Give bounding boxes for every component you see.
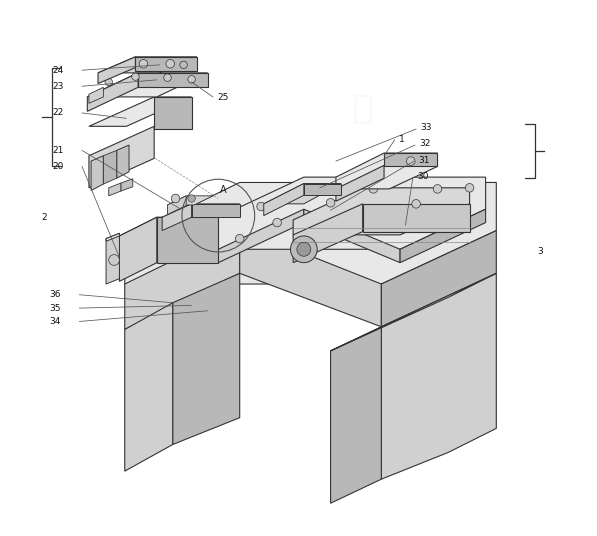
Polygon shape — [125, 182, 496, 284]
Circle shape — [465, 183, 474, 192]
Polygon shape — [304, 209, 400, 263]
Text: 1: 1 — [399, 135, 405, 144]
Polygon shape — [91, 156, 103, 190]
Polygon shape — [162, 204, 239, 217]
Polygon shape — [87, 73, 138, 111]
Circle shape — [188, 76, 195, 83]
Polygon shape — [219, 177, 485, 249]
Polygon shape — [106, 233, 119, 241]
Polygon shape — [293, 188, 470, 235]
Circle shape — [132, 73, 139, 80]
Polygon shape — [103, 151, 117, 184]
Polygon shape — [381, 230, 496, 327]
Circle shape — [369, 184, 378, 193]
Circle shape — [109, 255, 119, 265]
Polygon shape — [154, 97, 192, 129]
Polygon shape — [168, 196, 186, 214]
Polygon shape — [109, 183, 121, 196]
Circle shape — [171, 194, 180, 203]
Polygon shape — [87, 73, 208, 97]
Polygon shape — [98, 57, 136, 84]
Polygon shape — [384, 153, 438, 166]
Circle shape — [433, 184, 442, 193]
Text: 35: 35 — [49, 303, 61, 312]
Polygon shape — [162, 204, 192, 230]
Polygon shape — [168, 196, 213, 205]
Text: 33: 33 — [420, 123, 432, 132]
Circle shape — [297, 242, 311, 256]
Circle shape — [164, 74, 171, 81]
Circle shape — [188, 195, 195, 202]
Polygon shape — [362, 204, 470, 232]
Circle shape — [166, 59, 174, 68]
Text: 32: 32 — [419, 139, 430, 148]
Circle shape — [407, 157, 415, 165]
Polygon shape — [98, 57, 197, 73]
Circle shape — [257, 202, 265, 211]
Polygon shape — [331, 327, 381, 503]
Circle shape — [273, 218, 281, 227]
Text: 3: 3 — [537, 248, 543, 256]
Text: 2: 2 — [42, 213, 47, 222]
Text: 20: 20 — [52, 162, 63, 171]
Circle shape — [412, 199, 420, 208]
Circle shape — [327, 198, 335, 207]
Polygon shape — [121, 178, 133, 191]
Polygon shape — [89, 97, 192, 126]
Polygon shape — [138, 73, 208, 87]
Text: 36: 36 — [49, 290, 61, 299]
Text: 24: 24 — [52, 66, 63, 75]
Polygon shape — [136, 57, 197, 71]
Polygon shape — [336, 153, 438, 189]
Text: 25: 25 — [217, 93, 229, 102]
Circle shape — [291, 236, 317, 263]
Polygon shape — [293, 204, 362, 263]
Polygon shape — [381, 273, 496, 479]
Polygon shape — [89, 87, 103, 103]
Text: A: A — [220, 185, 227, 196]
Text: 22: 22 — [52, 108, 63, 117]
Polygon shape — [173, 273, 239, 444]
Polygon shape — [117, 145, 129, 178]
Polygon shape — [219, 209, 304, 263]
Polygon shape — [192, 204, 239, 217]
Polygon shape — [239, 228, 381, 327]
Polygon shape — [125, 228, 239, 330]
Polygon shape — [157, 217, 219, 263]
Text: 23: 23 — [52, 81, 63, 91]
Polygon shape — [331, 273, 496, 351]
Polygon shape — [119, 217, 219, 236]
Text: 21: 21 — [52, 146, 63, 155]
Polygon shape — [264, 183, 304, 215]
Polygon shape — [304, 183, 341, 195]
Circle shape — [180, 61, 187, 69]
Polygon shape — [106, 233, 119, 284]
Text: 31: 31 — [418, 155, 430, 165]
Polygon shape — [89, 126, 154, 188]
Circle shape — [235, 234, 244, 243]
Polygon shape — [119, 217, 157, 281]
Circle shape — [139, 59, 147, 68]
Polygon shape — [264, 183, 341, 204]
Polygon shape — [125, 303, 173, 471]
Polygon shape — [400, 209, 485, 263]
Text: 34: 34 — [49, 317, 61, 326]
Polygon shape — [336, 165, 384, 201]
Text: 图: 图 — [353, 91, 373, 124]
Circle shape — [105, 78, 112, 86]
Text: 30: 30 — [417, 172, 429, 181]
